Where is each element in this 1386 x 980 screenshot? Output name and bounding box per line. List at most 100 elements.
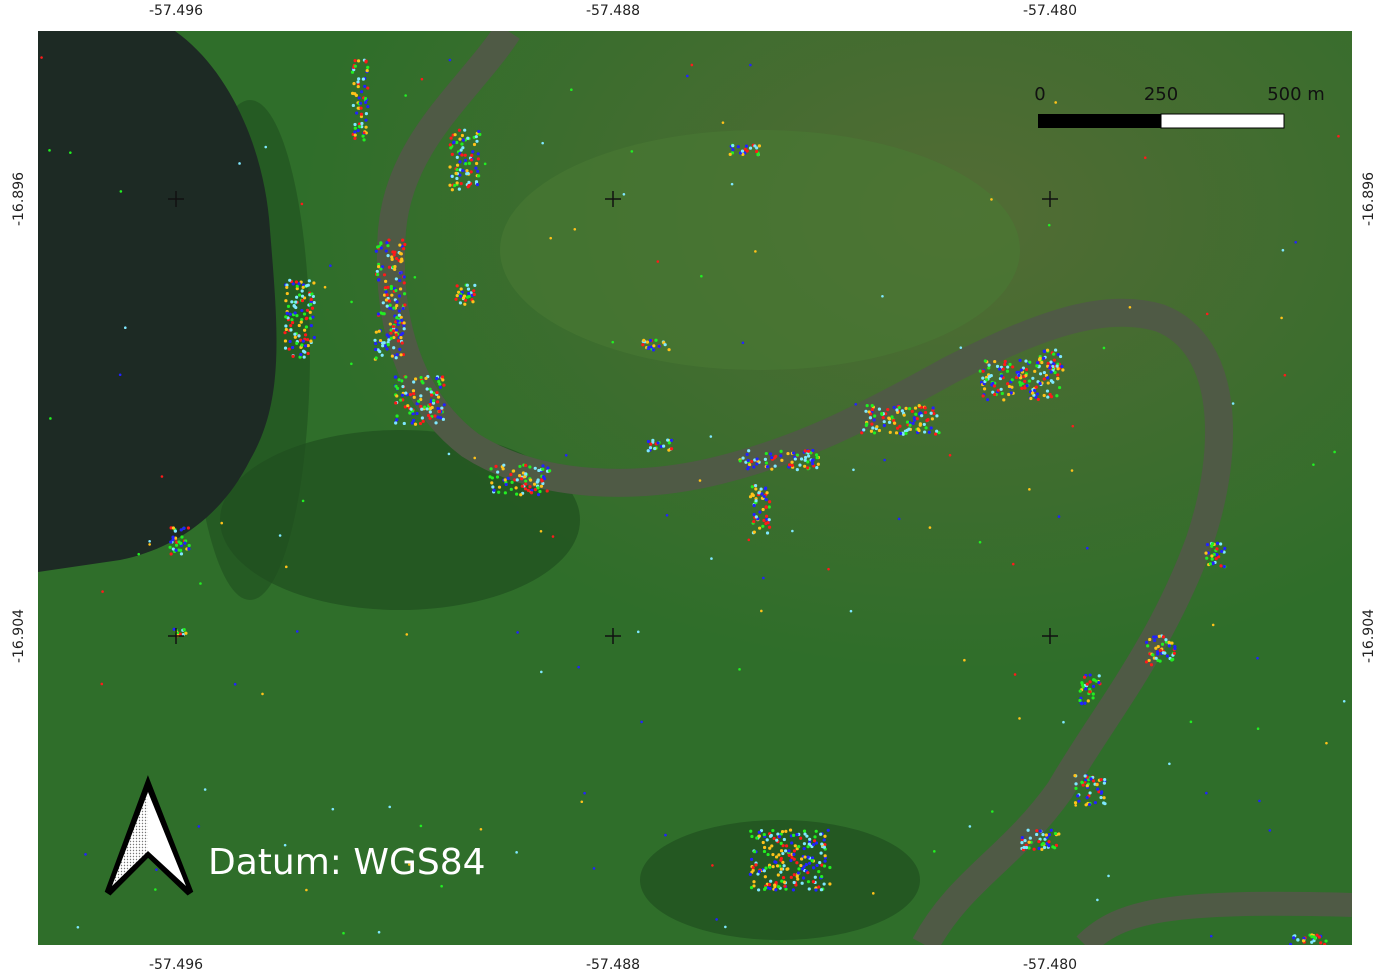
observation-point [1037, 357, 1042, 362]
observation-point [389, 286, 394, 291]
observation-point [385, 304, 389, 308]
observation-point [1019, 383, 1023, 387]
observation-point [1144, 640, 1149, 644]
observation-point [810, 859, 814, 863]
observation-point [551, 535, 555, 538]
observation-point [515, 478, 519, 482]
observation-point [394, 421, 398, 425]
observation-point [1281, 248, 1285, 252]
observation-point [399, 333, 403, 337]
observation-point [376, 278, 381, 282]
observation-point [1283, 373, 1287, 377]
observation-point [392, 346, 396, 350]
observation-point [299, 352, 303, 357]
observation-point [402, 327, 406, 331]
observation-point [982, 387, 987, 391]
observation-point [647, 345, 651, 350]
observation-point [761, 840, 765, 845]
observation-point [300, 308, 304, 313]
observation-point [393, 264, 397, 269]
observation-point [395, 353, 399, 357]
observation-point [295, 284, 299, 288]
observation-point [652, 344, 656, 348]
observation-point [1189, 720, 1193, 724]
observation-point [497, 485, 502, 489]
observation-point [360, 90, 364, 94]
observation-point [814, 888, 818, 892]
observation-point [787, 853, 791, 857]
observation-point [1089, 777, 1093, 781]
observation-point [894, 431, 899, 435]
observation-point [523, 487, 528, 491]
observation-point [963, 658, 966, 662]
observation-point [374, 356, 378, 360]
observation-point [1342, 699, 1346, 703]
observation-point [428, 387, 432, 391]
observation-point [398, 243, 402, 247]
observation-point [378, 338, 383, 343]
observation-point [775, 838, 779, 842]
observation-point [401, 306, 405, 311]
observation-point [458, 301, 463, 305]
observation-point [731, 148, 735, 152]
observation-point [302, 355, 306, 359]
observation-point [779, 832, 783, 836]
observation-point [782, 880, 786, 884]
observation-point [1024, 367, 1029, 372]
observation-point [820, 842, 824, 846]
observation-point [306, 343, 310, 348]
observation-point [897, 517, 901, 521]
observation-point [290, 321, 295, 325]
observation-point [864, 409, 868, 413]
observation-point [392, 253, 396, 257]
observation-point [502, 463, 506, 467]
observation-point [580, 800, 584, 804]
observation-point [381, 301, 385, 305]
observation-point [929, 426, 933, 430]
observation-point [406, 404, 410, 408]
observation-point [1082, 675, 1087, 679]
observation-point [285, 311, 289, 315]
observation-point [923, 430, 927, 434]
observation-point [935, 429, 939, 433]
observation-point [810, 856, 815, 860]
observation-point [442, 403, 446, 407]
observation-point [402, 292, 407, 296]
observation-point [762, 576, 765, 580]
observation-point [462, 296, 466, 300]
observation-point [420, 379, 424, 383]
observation-point [762, 849, 767, 854]
observation-point [148, 540, 151, 543]
observation-point [749, 829, 753, 833]
observation-point [463, 153, 467, 157]
observation-point [352, 68, 356, 72]
observation-point [1049, 360, 1053, 364]
observation-point [1148, 637, 1152, 642]
observation-point [1128, 306, 1132, 309]
observation-point [1268, 829, 1272, 832]
observation-point [459, 148, 463, 152]
observation-point [806, 466, 810, 470]
observation-point [807, 861, 812, 865]
observation-point [350, 70, 355, 74]
observation-point [390, 257, 394, 261]
observation-point [1100, 790, 1104, 794]
observation-point [798, 463, 802, 467]
observation-point [795, 833, 799, 837]
observation-point [611, 340, 615, 344]
satellite-map[interactable] [38, 31, 1352, 945]
observation-point [827, 567, 830, 571]
observation-point [399, 315, 403, 319]
observation-point [384, 298, 389, 302]
observation-point [736, 145, 740, 149]
observation-point [1205, 556, 1209, 560]
observation-point [787, 463, 792, 467]
observation-point [410, 421, 414, 425]
observation-point [425, 407, 429, 411]
observation-point [397, 309, 401, 313]
observation-point [1102, 346, 1106, 350]
observation-point [757, 144, 762, 148]
observation-point [300, 202, 304, 206]
observation-point [533, 488, 537, 492]
observation-point [291, 345, 295, 350]
